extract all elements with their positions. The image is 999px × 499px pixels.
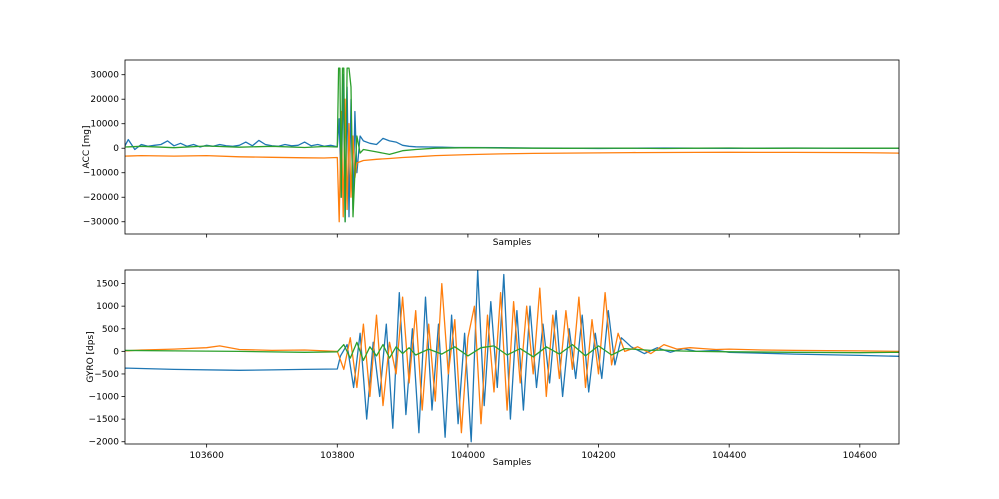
gyro-series-line-2 — [125, 341, 899, 362]
acc-series-group — [125, 67, 899, 223]
acc-y-tick-label: −10000 — [83, 169, 119, 179]
gyro-y-tick-label: −2000 — [89, 438, 120, 448]
acc-y-axis-label: ACC [mg] — [82, 126, 92, 169]
gyro-y-tick-label: 1000 — [96, 302, 119, 312]
gyro-series-line-1 — [125, 282, 899, 434]
acc-series-line-2 — [125, 67, 899, 223]
gyro-x-tick-label: 104400 — [712, 451, 747, 461]
gyro-series-line-0 — [125, 270, 899, 443]
acc-y-tick-label: −20000 — [83, 193, 119, 203]
acc-y-tick-label: 30000 — [90, 71, 119, 81]
acc-y-tick-label: 0 — [113, 144, 119, 154]
gyro-axes-frame — [124, 269, 900, 445]
gyro-x-axis-label: Samples — [493, 458, 532, 468]
acc-y-tick-label: −30000 — [83, 218, 119, 228]
acc-y-tick-label: 10000 — [90, 120, 119, 130]
acc-x-axis-label: Samples — [493, 238, 532, 248]
acc-x-ticks — [206, 234, 861, 238]
gyro-y-tick-label: −500 — [94, 370, 119, 380]
gyro-series-group — [125, 270, 899, 443]
gyro-x-ticks: 103600 103800 104000 104200 104400 104600 — [189, 444, 877, 461]
acc-y-tick-label: 20000 — [90, 95, 119, 105]
gyro-x-tick-label: 103800 — [320, 451, 355, 461]
acc-series-line-1 — [125, 98, 899, 223]
gyro-y-tick-label: −1000 — [89, 393, 120, 403]
gyro-x-tick-label: 103600 — [189, 451, 224, 461]
acc-axes-frame — [124, 59, 900, 235]
gyro-x-tick-label: 104000 — [451, 451, 486, 461]
gyro-y-tick-label: −1500 — [89, 415, 120, 425]
gyro-y-tick-label: 1500 — [96, 280, 119, 290]
gyro-y-tick-label: 500 — [102, 325, 119, 335]
gyro-y-ticks: −2000 −1500 −1000 −500 0 500 1000 1500 — [89, 280, 125, 448]
gyro-x-tick-label: 104600 — [843, 451, 878, 461]
acc-axes: −30000 −20000 −10000 0 10000 20000 30000 Sampl… — [82, 59, 900, 248]
gyro-x-tick-label: 104200 — [581, 451, 616, 461]
gyro-y-tick-label: 0 — [113, 347, 119, 357]
acc-y-ticks: −30000 −20000 −10000 0 10000 20000 30000 — [83, 71, 125, 228]
gyro-y-axis-label: GYRO [dps] — [86, 331, 96, 382]
